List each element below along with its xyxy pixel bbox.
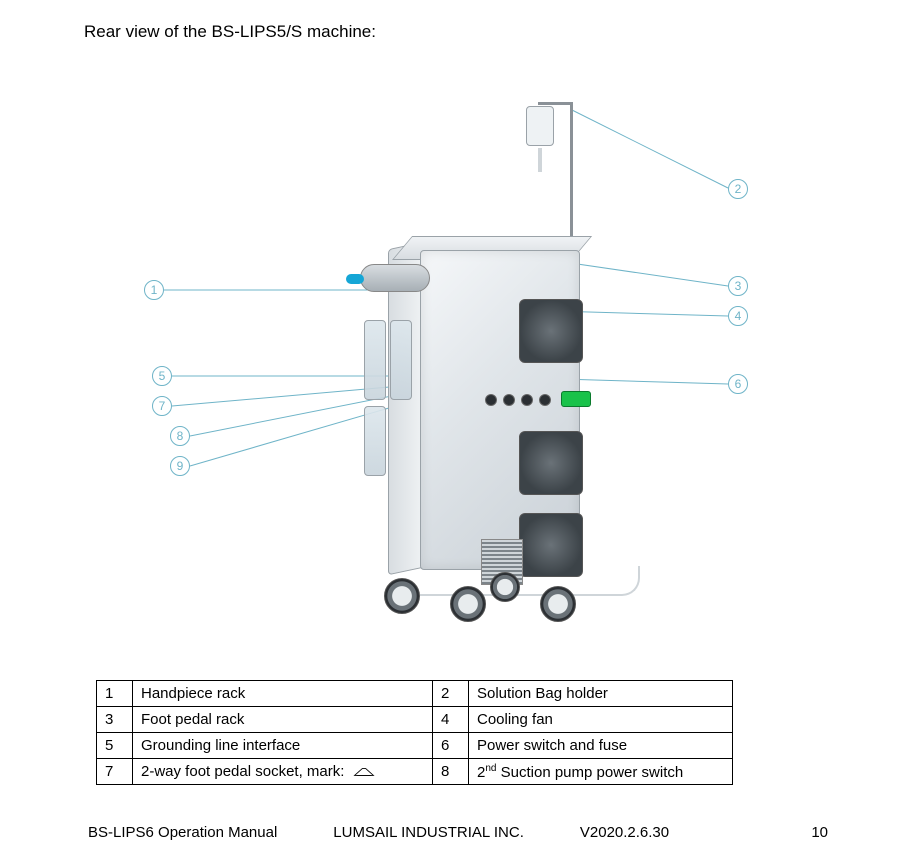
port-pedal-1: [503, 394, 515, 406]
callout-7: 7: [152, 396, 172, 416]
part-number: 1: [97, 681, 133, 707]
table-row: 3Foot pedal rack4Cooling fan: [97, 707, 733, 733]
callout-5: 5: [152, 366, 172, 386]
page-title: Rear view of the BS-LIPS5/S machine:: [84, 22, 376, 42]
collection-jar-3: [364, 406, 386, 476]
port-suction-switch: [539, 394, 551, 406]
diagram-area: 1 5 7 8 9 2 3 4 6: [80, 60, 800, 660]
collection-jar-1: [364, 320, 386, 400]
cooling-fan-mid: [519, 431, 583, 495]
part-description: Cooling fan: [469, 707, 733, 733]
table-row: 72-way foot pedal socket, mark: 82nd Suc…: [97, 759, 733, 785]
callout-1: 1: [144, 280, 164, 300]
collection-jar-2: [390, 320, 412, 400]
caster-wheel: [540, 586, 576, 622]
handpiece: [360, 264, 430, 292]
suction-tube: [420, 566, 640, 596]
caster-wheel: [384, 578, 420, 614]
footer-company: LUMSAIL INDUSTRIAL INC.: [333, 824, 524, 841]
port-row: [485, 391, 595, 411]
part-number: 8: [433, 759, 469, 785]
machine-illustration: [370, 230, 580, 610]
part-description: Solution Bag holder: [469, 681, 733, 707]
caster-wheel: [490, 572, 520, 602]
page-footer: BS-LIPS6 Operation Manual LUMSAIL INDUST…: [88, 824, 828, 841]
table-row: 5Grounding line interface6Power switch a…: [97, 733, 733, 759]
part-description: 2nd Suction pump power switch: [469, 759, 733, 785]
part-number: 4: [433, 707, 469, 733]
cabinet-rear-panel: [420, 250, 580, 570]
port-grounding: [485, 394, 497, 406]
part-number: 2: [433, 681, 469, 707]
part-number: 7: [97, 759, 133, 785]
iv-pole: [570, 102, 573, 254]
power-switch: [561, 391, 591, 407]
callout-6: 6: [728, 374, 748, 394]
callout-2: 2: [728, 179, 748, 199]
part-description: Foot pedal rack: [133, 707, 433, 733]
part-number: 6: [433, 733, 469, 759]
part-description: Handpiece rack: [133, 681, 433, 707]
part-description: Power switch and fuse: [469, 733, 733, 759]
table-row: 1Handpiece rack2Solution Bag holder: [97, 681, 733, 707]
caster-wheel: [450, 586, 486, 622]
footer-version: V2020.2.6.30: [580, 824, 669, 841]
cooling-fan-top: [519, 299, 583, 363]
callout-9: 9: [170, 456, 190, 476]
callout-4: 4: [728, 306, 748, 326]
callout-8: 8: [170, 426, 190, 446]
handpiece-tip: [346, 274, 364, 284]
iv-pole-arm: [538, 102, 572, 105]
port-pedal-2: [521, 394, 533, 406]
part-number: 3: [97, 707, 133, 733]
part-description: Grounding line interface: [133, 733, 433, 759]
drip-chamber: [538, 148, 542, 172]
parts-table: 1Handpiece rack2Solution Bag holder3Foot…: [96, 680, 733, 785]
part-number: 5: [97, 733, 133, 759]
solution-bag: [526, 106, 554, 146]
part-description: 2-way foot pedal socket, mark:: [133, 759, 433, 785]
footer-page-number: 10: [811, 824, 828, 841]
callout-3: 3: [728, 276, 748, 296]
footer-manual: BS-LIPS6 Operation Manual: [88, 824, 277, 841]
